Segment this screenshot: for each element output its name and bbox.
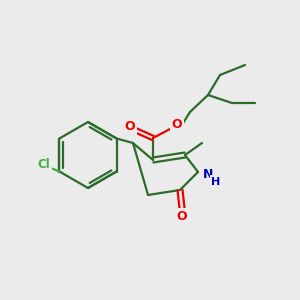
Text: N: N [203,169,213,182]
Text: Cl: Cl [37,158,50,171]
Text: O: O [172,118,182,131]
Text: H: H [212,177,220,187]
Text: O: O [125,121,135,134]
Text: O: O [177,209,187,223]
